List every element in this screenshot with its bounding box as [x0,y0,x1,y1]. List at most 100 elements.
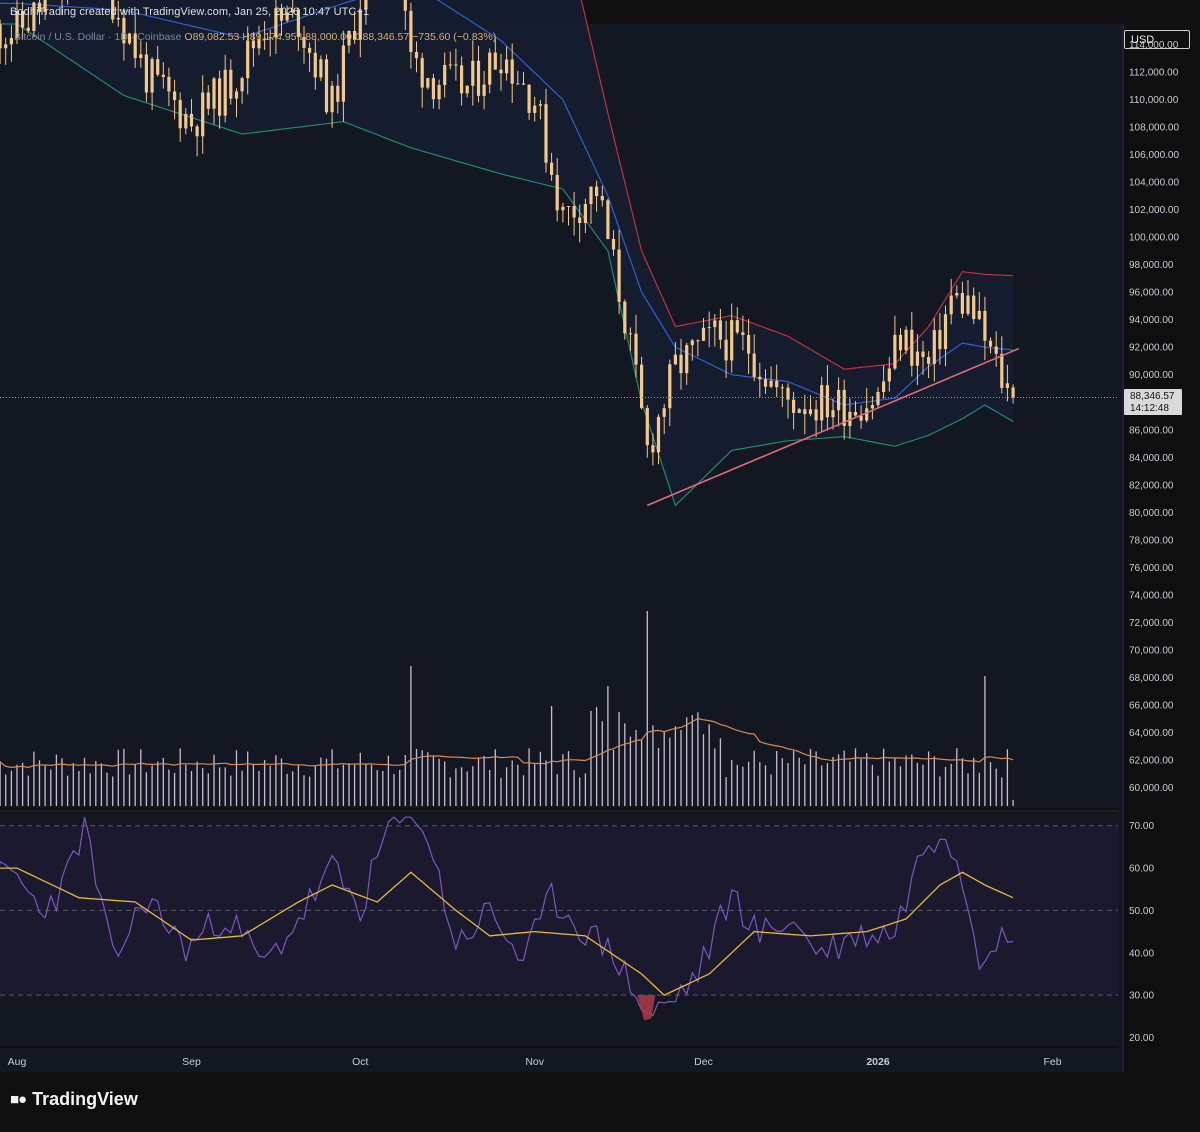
candle-body [1005,383,1009,388]
candle-body [336,85,340,102]
candle-body [223,69,227,116]
candle-body [803,409,807,415]
candle-body [943,314,948,349]
candle-body [409,10,413,53]
price-tick-label: 98,000.00 [1129,260,1174,271]
brand-name: TradingView [32,1089,138,1109]
candle-body [251,40,255,49]
price-tick-label: 78,000.00 [1129,535,1174,546]
candle-body [656,416,661,453]
candle-body [713,320,717,328]
candle-body [465,85,469,94]
candle-body [825,385,829,418]
candle-body [15,11,19,38]
candle-body [178,100,182,129]
ohlc-low: L88,000.00 [299,31,352,43]
symbol-legend[interactable]: Bitcoin / U.S. Dollar · 1D · Coinbase O8… [14,31,496,43]
candle-body [212,78,216,109]
candle-body [927,357,931,364]
candle-body [668,364,672,409]
candle-body [955,293,959,296]
candle-body [932,330,936,364]
support-trendline [646,347,1019,507]
bollinger-upper-line [580,0,1014,370]
candle-body [848,411,852,426]
price-tick-label: 102,000.00 [1129,205,1179,216]
candle-body [741,332,745,335]
candle-body [533,105,537,113]
candle-body [921,351,925,357]
candle-body [206,92,210,109]
candle-body [634,333,638,365]
currency-selector[interactable]: USD [1124,30,1190,49]
candle-body [747,335,751,354]
candle-body [201,92,205,137]
rsi-oversold-fill [637,995,656,1021]
time-tick-label: 2026 [866,1056,890,1068]
candle-body [279,8,284,21]
candle-body [156,59,160,75]
candle-body [330,85,334,113]
symbol-name: Bitcoin / U.S. Dollar · 1D · Coinbase [14,31,182,43]
candle-body [43,0,47,12]
candle-body [724,339,728,361]
candle-body [454,64,458,66]
candle-body [898,334,903,351]
price-tick-label: 90,000.00 [1129,370,1174,381]
candle-body [324,59,329,113]
candle-body [820,385,824,421]
candle-body [302,36,306,48]
last-price-value: 88,346.57 [1130,391,1175,403]
candle-body [285,12,289,21]
candle-body [274,8,278,38]
candle-body [420,58,424,88]
candle-body [842,389,846,426]
candle-body [606,200,610,239]
candle-body [882,381,886,392]
candle-body [690,340,694,345]
candle-body [0,24,2,49]
price-tick-label: 76,000.00 [1129,563,1174,574]
candle-body [583,204,587,223]
rsi-tick-label: 70.00 [1129,821,1154,832]
candle-body [887,368,891,382]
price-tick-label: 80,000.00 [1129,508,1174,519]
candle-body [752,353,756,377]
price-tick-label: 60,000.00 [1129,783,1174,794]
price-tick-label: 74,000.00 [1129,590,1174,601]
candle-body [296,9,300,37]
candle-body [859,415,863,421]
candle-body [865,408,869,421]
tradingview-brand[interactable]: ■● TradingView [10,1089,138,1110]
price-tick-label: 100,000.00 [1129,233,1179,244]
candle-body [364,0,368,10]
price-tick-label: 92,000.00 [1129,343,1174,354]
candle-body [139,54,143,58]
candle-body [988,340,993,347]
candle-body [600,196,604,201]
candle-body [505,59,509,74]
price-tick-label: 112,000.00 [1129,68,1179,79]
time-tick-label: Aug [8,1056,27,1068]
candle-body [144,54,148,93]
candle-body [122,17,126,44]
candle-body [645,407,649,446]
candle-body [566,206,571,207]
candle-body [589,186,593,205]
candle-body [786,387,790,400]
candle-body [611,238,616,250]
price-tick-label: 108,000.00 [1129,123,1179,134]
candle-body [127,33,132,44]
candle-body [831,410,835,418]
candle-body [268,37,272,39]
price-tick-label: 104,000.00 [1129,178,1179,189]
candle-body [26,27,30,31]
candle-body [893,334,897,369]
rsi-tick-label: 60.00 [1129,864,1154,875]
candle-body [718,320,722,340]
candle-body [595,186,599,197]
candle-body [910,329,914,366]
candle-body [915,351,919,366]
